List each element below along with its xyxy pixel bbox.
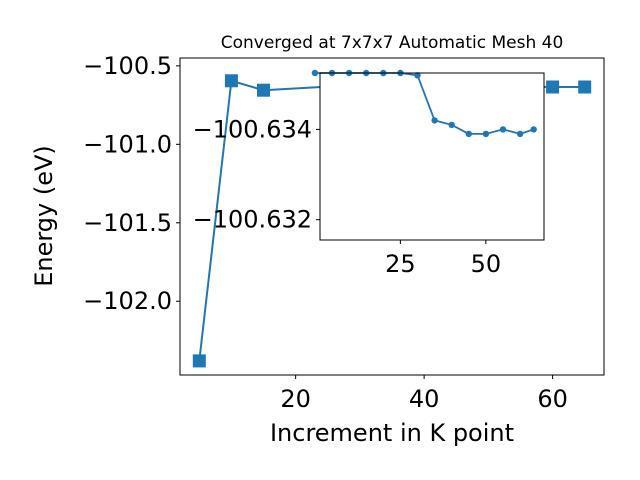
inset-data-point xyxy=(431,117,438,124)
main-x-tick-label: 20 xyxy=(280,385,311,413)
inset-y-tick-label: −100.632 xyxy=(193,206,312,234)
main-y-axis: −102.0 −101.5 −101.0 −100.5 xyxy=(83,52,180,315)
inset-x-tick-label: 50 xyxy=(471,250,502,278)
inset-plot-frame xyxy=(319,72,545,241)
main-data-point xyxy=(192,354,206,368)
y-axis-title: Energy (eV) xyxy=(30,145,58,287)
inset-data-point xyxy=(465,130,472,138)
x-axis-title: Increment in K point xyxy=(270,419,514,447)
inset-y-tick-label: −100.634 xyxy=(193,115,312,143)
inset-background xyxy=(320,73,544,240)
inset-x-tick-label: 25 xyxy=(385,250,416,278)
inset-data-point xyxy=(311,69,319,77)
main-x-axis: 20 40 60 xyxy=(280,375,568,413)
main-y-tick-label: −101.0 xyxy=(83,130,172,158)
main-data-point xyxy=(578,80,592,94)
main-x-tick-label: 40 xyxy=(409,385,440,413)
inset-x-axis: 25 50 xyxy=(385,240,501,278)
inset-plot: 25 50 −100.634 −100.632 xyxy=(193,69,545,278)
main-y-tick-label: −100.5 xyxy=(83,52,172,80)
inset-y-axis: −100.634 −100.632 xyxy=(193,115,320,234)
inset-data-point xyxy=(448,121,455,129)
main-data-point xyxy=(257,83,270,97)
main-y-tick-label: −102.0 xyxy=(83,287,172,315)
inset-data-point xyxy=(516,130,524,138)
inset-data-point xyxy=(482,130,490,138)
main-y-tick-label: −101.5 xyxy=(83,209,172,237)
main-x-tick-label: 60 xyxy=(537,385,568,413)
inset-data-point xyxy=(414,72,421,79)
main-data-point xyxy=(546,80,560,94)
inset-data-point xyxy=(499,126,507,133)
main-plot-frame xyxy=(179,57,605,376)
inset-data-point xyxy=(530,126,537,133)
main-data-point xyxy=(224,74,238,88)
chart-title: Converged at 7x7x7 Automatic Mesh 40 xyxy=(221,33,564,53)
